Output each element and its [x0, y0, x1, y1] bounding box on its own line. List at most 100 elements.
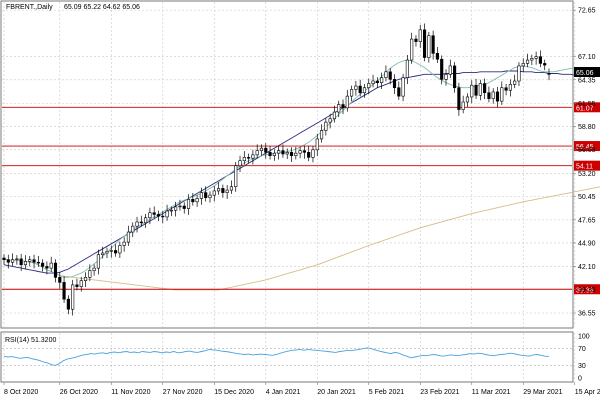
- candle-body: [135, 221, 139, 227]
- candle-body: [495, 91, 500, 102]
- horizontal-level-label: 61.07: [576, 105, 594, 112]
- sma-fast-line: [3, 59, 584, 278]
- time-axis-label: 26 Oct 2020: [60, 389, 98, 396]
- candle-body: [285, 152, 289, 155]
- candle-body: [504, 87, 508, 91]
- candle-body: [337, 104, 341, 113]
- candle-body: [41, 262, 45, 267]
- candle-body: [101, 252, 105, 255]
- candle-body: [405, 59, 409, 78]
- time-axis-label: 20 Jan 2021: [317, 389, 356, 396]
- candle-body: [216, 188, 221, 192]
- candle-body: [547, 73, 551, 75]
- candle-body: [410, 38, 414, 61]
- candle-body: [277, 150, 281, 154]
- candle-body: [251, 154, 255, 159]
- sma-slow-line: [59, 186, 600, 291]
- current-price-tag: [574, 67, 600, 77]
- candle-body: [530, 58, 534, 61]
- candle-body: [225, 189, 229, 193]
- candle-body: [118, 245, 122, 254]
- horizontal-level-label: 56.45: [576, 144, 594, 151]
- candle-body: [375, 80, 379, 84]
- candle-body: [2, 257, 6, 261]
- candle-body: [362, 87, 367, 94]
- candle-body: [242, 157, 246, 162]
- candle-body: [264, 147, 268, 153]
- candle-body: [392, 79, 397, 89]
- candle-body: [36, 261, 40, 264]
- candle-body: [431, 35, 435, 54]
- candle-body: [525, 59, 530, 64]
- candle-body: [341, 104, 345, 109]
- price-axis-label: 42.10: [578, 264, 596, 271]
- time-axis-label: 4 Jan 2021: [266, 389, 301, 396]
- price-axis-label: 67.10: [578, 54, 596, 61]
- candle-body: [49, 262, 53, 269]
- candle-body: [58, 277, 62, 283]
- candle-body: [521, 63, 525, 67]
- candle-body: [6, 259, 10, 263]
- candle-body: [238, 160, 242, 167]
- candle-body: [538, 56, 542, 64]
- candle-body: [457, 87, 461, 110]
- candle-body: [332, 111, 337, 120]
- candle-body: [208, 194, 212, 198]
- rsi-axis-label: 70: [578, 346, 586, 353]
- candle-body: [152, 212, 156, 215]
- candle-body: [478, 83, 482, 96]
- chart-ohlc-readout: 65.09 65.22 64.62 65.06: [64, 4, 140, 11]
- horizontal-level-tag: [574, 284, 600, 295]
- horizontal-level-tag: [574, 160, 600, 171]
- candle-body: [178, 205, 182, 208]
- price-axis-label: 47.65: [578, 217, 596, 224]
- candle-body: [388, 71, 392, 80]
- candlesticks: [2, 23, 551, 316]
- rsi-axis-label: 100: [578, 334, 590, 341]
- candle-body: [32, 259, 36, 263]
- candle-body: [384, 71, 388, 78]
- candle-body: [15, 258, 19, 261]
- candle-body: [444, 74, 448, 80]
- candle-body: [422, 29, 427, 58]
- candle-body: [11, 259, 15, 263]
- candle-body: [131, 225, 135, 233]
- candle-body: [109, 250, 113, 252]
- candle-body: [513, 80, 517, 85]
- candle-body: [461, 101, 465, 110]
- sma-slow-path: [59, 186, 600, 291]
- candle-body: [371, 80, 375, 84]
- current-price-label: 65.06: [576, 70, 594, 77]
- candle-body: [465, 96, 470, 103]
- time-axis-label: 11 Mar 2021: [472, 389, 511, 396]
- time-axis-label: 27 Nov 2020: [163, 389, 203, 396]
- candle-body: [126, 231, 131, 243]
- candle-body: [92, 267, 96, 271]
- horizontal-level-label: 39.38: [576, 287, 594, 294]
- candle-body: [517, 65, 521, 82]
- time-axis-label: 11 Nov 2020: [111, 389, 150, 396]
- candle-body: [435, 53, 440, 60]
- chart-symbol-title: FBRENT.,Daily: [6, 4, 53, 11]
- candle-body: [66, 298, 70, 310]
- time-axis-label: 15 Dec 2020: [214, 389, 254, 396]
- candle-body: [508, 84, 512, 91]
- candle-body: [255, 150, 259, 156]
- candle-body: [500, 87, 504, 102]
- candle-body: [491, 91, 495, 99]
- candle-body: [204, 192, 208, 198]
- candle-body: [148, 212, 152, 219]
- candle-body: [414, 38, 418, 42]
- candle-body: [470, 84, 474, 98]
- rsi-label: RSI(14) 51.3200: [5, 337, 56, 344]
- sma-mid-line: [3, 70, 584, 274]
- sma-mid-path: [3, 70, 584, 274]
- candle-body: [328, 118, 332, 123]
- candle-body: [113, 250, 118, 254]
- price-axis-label: 50.45: [578, 194, 596, 201]
- candle-body: [234, 165, 238, 188]
- candle-body: [28, 259, 32, 262]
- candle-body: [307, 152, 311, 158]
